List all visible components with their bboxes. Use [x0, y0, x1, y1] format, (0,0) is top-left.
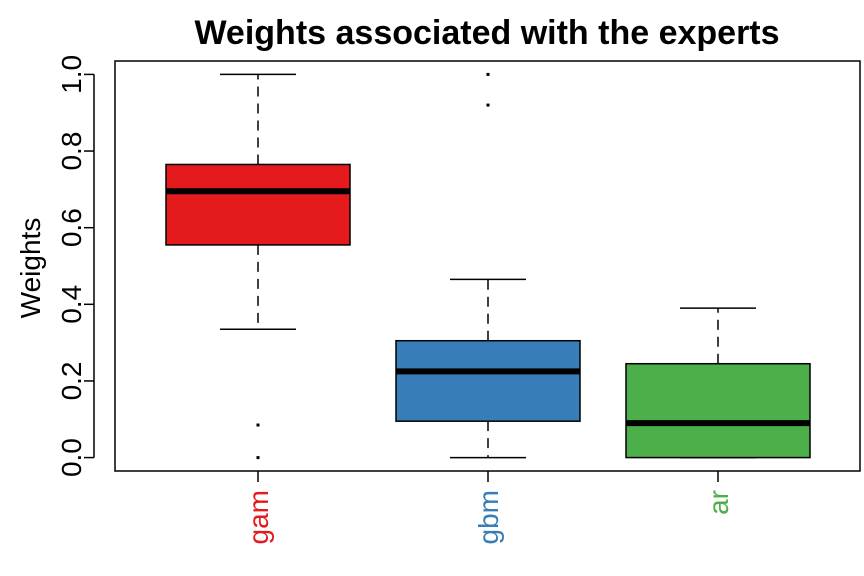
box-gbm	[395, 72, 581, 459]
box-iqr	[625, 362, 811, 459]
y-tick-label: 0.8	[56, 132, 87, 171]
y-tick-label: 0.6	[56, 208, 87, 247]
category-label-gam: gam	[243, 490, 274, 544]
outlier-point	[486, 72, 490, 76]
y-tick-label: 0.2	[56, 361, 87, 400]
box-group	[165, 72, 811, 460]
y-tick-label: 0.4	[56, 285, 87, 324]
y-tick-label: 0.0	[56, 438, 87, 477]
y-tick-label: 1.0	[56, 55, 87, 94]
outlier-point	[256, 456, 260, 460]
outlier-point	[256, 423, 260, 427]
outlier-point	[486, 103, 490, 107]
y-axis: 0.0 0.2 0.4 0.6 0.8 1.0	[56, 55, 95, 477]
y-axis-label: Weights	[15, 218, 46, 319]
box-gam	[165, 73, 351, 460]
category-labels: gam gbm ar	[243, 471, 734, 544]
category-label-gbm: gbm	[473, 490, 504, 544]
box-iqr	[165, 163, 351, 246]
box-ar	[625, 307, 811, 459]
box-iqr	[395, 339, 581, 422]
chart-title: Weights associated with the experts	[194, 14, 779, 52]
category-label-ar: ar	[703, 490, 734, 515]
